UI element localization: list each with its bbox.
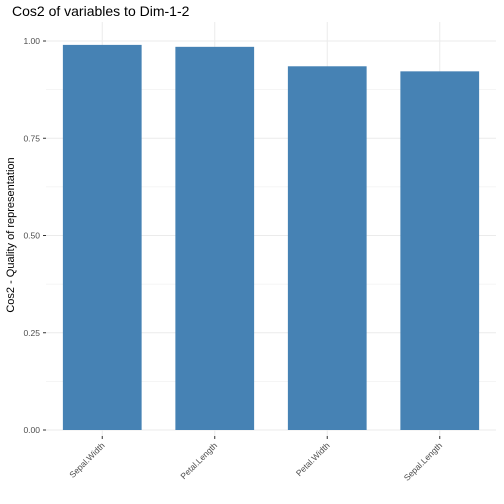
bar — [175, 46, 255, 431]
y-tick-label: 0.50 — [23, 231, 40, 241]
bar — [287, 66, 367, 430]
bar — [400, 71, 480, 430]
y-axis-title: Cos2 - Quality of representation — [5, 157, 17, 312]
y-tick-label: 1.00 — [23, 36, 40, 46]
chart-title: Cos2 of variables to Dim-1-2 — [12, 3, 190, 19]
y-tick-label: 0.00 — [23, 425, 40, 435]
y-tick-label: 0.25 — [23, 328, 40, 338]
bars — [62, 44, 480, 431]
y-axis: 0.00 0.25 0.50 0.75 1.00 — [23, 36, 46, 435]
bar — [62, 44, 142, 430]
y-tick-label: 0.75 — [23, 133, 40, 143]
